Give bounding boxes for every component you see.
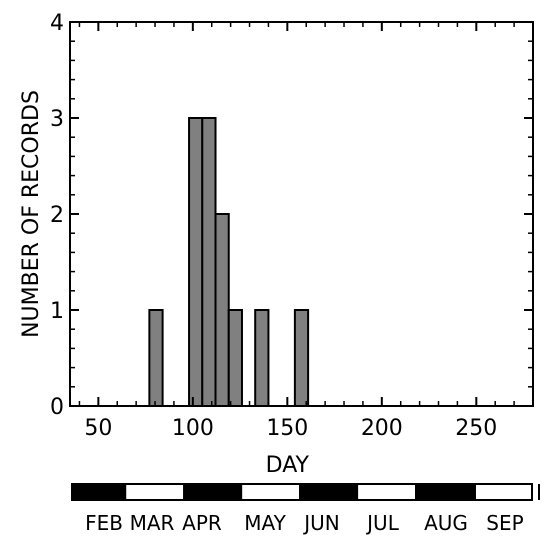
month-label-jul: JUL xyxy=(365,511,400,535)
bar-6 xyxy=(293,309,310,407)
month-segment-0 xyxy=(71,483,127,501)
month-segment-7 xyxy=(473,483,534,501)
bar-4 xyxy=(227,309,243,407)
x-axis-label: DAY xyxy=(266,453,310,478)
month-segment-4 xyxy=(299,483,359,501)
month-segment-1 xyxy=(124,483,186,501)
month-label-mar: MAR xyxy=(130,511,175,535)
bar-0 xyxy=(148,309,164,407)
bar-3 xyxy=(214,213,230,407)
bar-1 xyxy=(188,117,204,407)
bars-group xyxy=(148,117,310,407)
axis-tick-labels: 50 100 150 200 250 0 1 2 3 4 xyxy=(50,11,497,441)
month-segment-6 xyxy=(415,483,476,501)
y-tick-label: 0 xyxy=(50,395,64,420)
bar-2 xyxy=(201,117,217,407)
month-label-jun: JUN xyxy=(302,511,340,535)
month-label-feb: FEB xyxy=(85,511,123,535)
month-segment-3 xyxy=(240,483,302,501)
month-labels: FEB MAR APR MAY JUN JUL AUG SEP xyxy=(85,511,524,535)
y-tick-label: 4 xyxy=(50,11,64,36)
month-label-may: MAY xyxy=(244,511,286,535)
month-bar xyxy=(71,483,540,501)
month-label-aug: AUG xyxy=(424,511,468,535)
y-tick-label: 3 xyxy=(50,107,64,132)
y-tick-label: 2 xyxy=(50,203,64,228)
y-axis-label: NUMBER OF RECORDS xyxy=(19,90,44,338)
month-segment-5 xyxy=(356,483,418,501)
x-tick-label: 200 xyxy=(361,416,403,441)
x-tick-label: 150 xyxy=(266,416,308,441)
month-label-apr: APR xyxy=(182,511,222,535)
month-label-sep: SEP xyxy=(486,511,523,535)
axis-ticks xyxy=(70,21,534,407)
y-tick-label: 1 xyxy=(50,299,64,324)
month-segment-2 xyxy=(183,483,243,501)
x-tick-label: 250 xyxy=(455,416,497,441)
bar-5 xyxy=(254,309,270,407)
x-tick-label: 50 xyxy=(84,416,112,441)
x-tick-label: 100 xyxy=(172,416,214,441)
